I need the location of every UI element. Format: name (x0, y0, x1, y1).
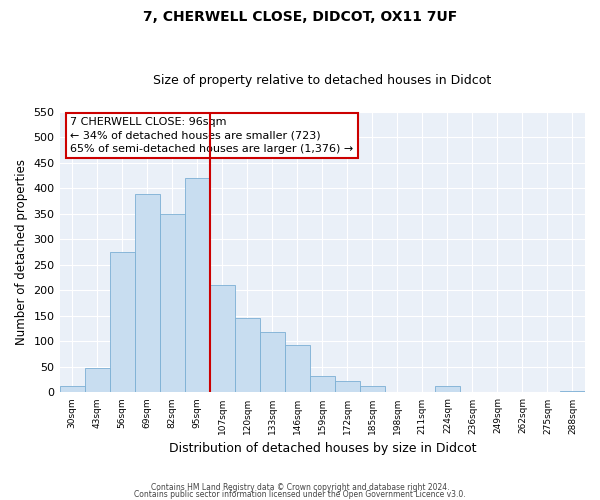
Bar (160, 214, 185, 392)
Bar (59, 386, 85, 392)
Bar (310, 376, 335, 392)
Text: 7 CHERWELL CLOSE: 96sqm
← 34% of detached houses are smaller (723)
65% of semi-d: 7 CHERWELL CLOSE: 96sqm ← 34% of detache… (70, 118, 353, 154)
Bar (285, 346, 310, 393)
Bar (134, 194, 160, 392)
Bar (360, 386, 385, 392)
Bar (85, 368, 110, 392)
Bar (209, 286, 235, 393)
Bar (110, 252, 134, 392)
Y-axis label: Number of detached properties: Number of detached properties (15, 159, 28, 345)
Text: Contains HM Land Registry data © Crown copyright and database right 2024.: Contains HM Land Registry data © Crown c… (151, 484, 449, 492)
Bar (260, 332, 285, 392)
Bar (185, 178, 209, 392)
Bar (335, 381, 360, 392)
Text: Contains public sector information licensed under the Open Government Licence v3: Contains public sector information licen… (134, 490, 466, 499)
Title: Size of property relative to detached houses in Didcot: Size of property relative to detached ho… (153, 74, 491, 87)
Bar (435, 386, 460, 392)
X-axis label: Distribution of detached houses by size in Didcot: Distribution of detached houses by size … (169, 442, 476, 455)
Bar (235, 318, 260, 392)
Text: 7, CHERWELL CLOSE, DIDCOT, OX11 7UF: 7, CHERWELL CLOSE, DIDCOT, OX11 7UF (143, 10, 457, 24)
